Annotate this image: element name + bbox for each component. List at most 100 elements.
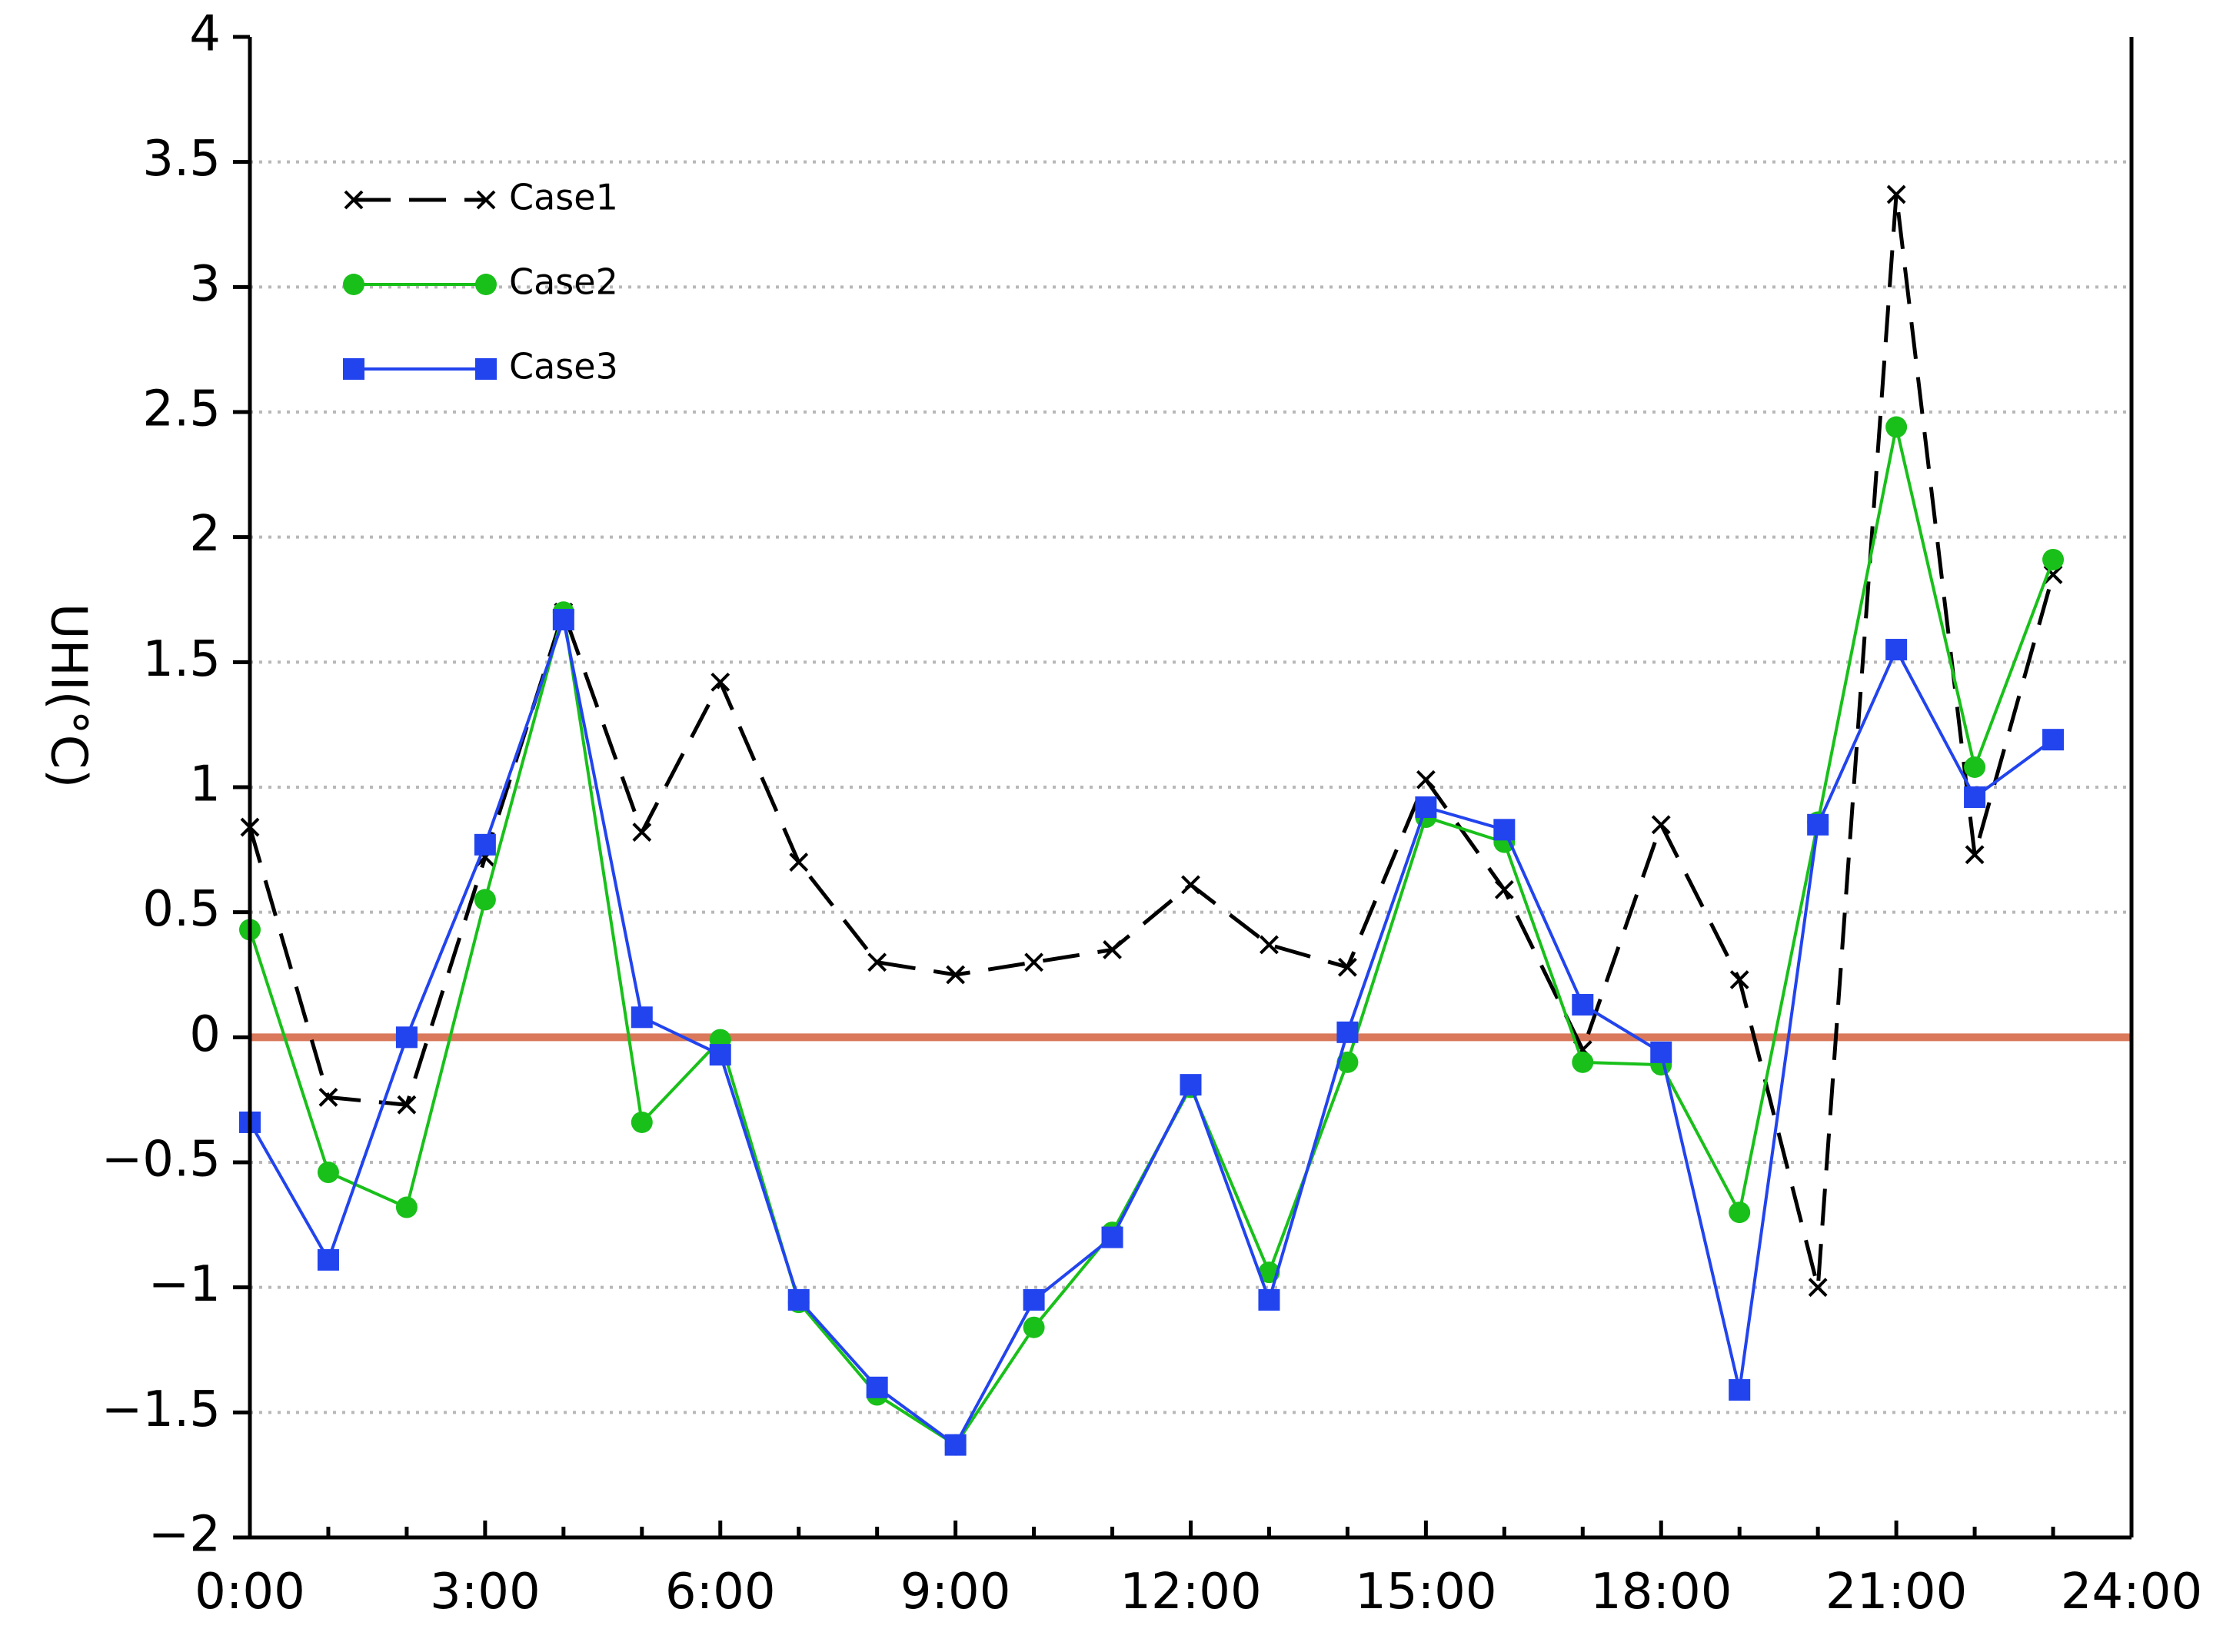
data-point	[944, 1434, 967, 1456]
x-tick-label: 15:00	[1355, 1564, 1496, 1620]
data-point	[1024, 952, 1043, 972]
y-tick-label: 2	[189, 506, 221, 563]
y-tick-label: −0.5	[101, 1132, 221, 1188]
x-tick-label: 0:00	[195, 1564, 305, 1620]
legend-marker	[476, 190, 496, 210]
y-tick-label: 1	[189, 756, 221, 813]
marker-stroke	[1181, 875, 1200, 895]
marker-stroke	[1965, 845, 1985, 865]
y-tick-label: 0.5	[142, 881, 221, 938]
data-point	[1729, 970, 1749, 989]
y-tick-label: −2	[148, 1507, 221, 1564]
data-point	[867, 952, 887, 972]
legend-marker	[344, 190, 364, 210]
data-point	[631, 1111, 653, 1133]
data-point	[789, 853, 809, 873]
y-tick-label: −1.5	[101, 1381, 221, 1438]
data-point	[474, 833, 496, 856]
x-tick-label: 21:00	[1825, 1564, 1967, 1620]
marker-stroke	[318, 1087, 338, 1107]
y-tick-label: 4	[189, 6, 221, 63]
marker-stroke	[867, 952, 887, 972]
data-point	[552, 609, 574, 631]
data-point	[2043, 565, 2063, 584]
data-point	[1336, 1021, 1359, 1043]
data-point	[1181, 875, 1200, 895]
legend-item-Case1: Case1	[344, 177, 618, 218]
marker-stroke	[1103, 940, 1122, 959]
data-point	[1416, 769, 1436, 789]
marker-stroke	[397, 1095, 417, 1115]
marker-stroke	[1808, 1278, 1828, 1298]
data-point	[1258, 1288, 1280, 1311]
data-point	[1886, 184, 1906, 204]
data-point	[1023, 1316, 1045, 1338]
y-tick-label: 1.5	[142, 631, 221, 688]
data-point	[1651, 815, 1671, 835]
legend-marker	[343, 358, 364, 380]
data-point	[866, 1376, 888, 1398]
data-point	[1338, 957, 1357, 977]
x-tick-label: 3:00	[430, 1564, 541, 1620]
data-point	[1572, 1051, 1594, 1073]
data-point	[1885, 416, 1908, 438]
series-group	[239, 184, 2065, 1456]
x-tick-label: 6:00	[665, 1564, 776, 1620]
legend-label: Case3	[509, 346, 618, 387]
series-Case3	[239, 609, 2065, 1456]
y-tick-label: 3	[189, 256, 221, 313]
marker-stroke	[946, 965, 966, 985]
legend-item-Case3: Case3	[343, 346, 618, 387]
data-point	[946, 965, 966, 985]
data-point	[317, 1248, 339, 1271]
legend: Case1 Case2 Case3	[343, 177, 618, 387]
data-point	[1729, 1379, 1751, 1401]
legend-marker	[475, 358, 497, 380]
data-point	[1572, 994, 1594, 1016]
y-axis-label: UHI(°C)	[39, 603, 96, 788]
data-point	[397, 1095, 417, 1115]
marker-stroke	[2043, 565, 2063, 584]
marker-stroke	[1338, 957, 1357, 977]
data-point	[2042, 548, 2065, 570]
data-point	[1494, 879, 1514, 899]
data-point	[1729, 1202, 1751, 1224]
data-point	[787, 1288, 810, 1311]
data-point	[1493, 819, 1516, 841]
data-point	[1964, 756, 1986, 778]
data-point	[1336, 1051, 1359, 1073]
data-point	[1180, 1074, 1202, 1096]
data-point	[1101, 1226, 1123, 1248]
data-point	[1650, 1041, 1672, 1063]
data-point	[1885, 639, 1908, 661]
data-point	[631, 1006, 653, 1029]
data-point	[1807, 813, 1829, 836]
axes: −2 −1.5 −1 −0.5 0 0.5 1 1.5 2 2.5 3 3.5 4 0:00 3:00 6:0…	[101, 6, 2203, 1620]
legend-marker	[475, 274, 497, 295]
data-point	[395, 1196, 418, 1218]
y-tick-label: 2.5	[142, 381, 221, 438]
x-tick-label: 18:00	[1590, 1564, 1732, 1620]
series-Case2	[239, 416, 2065, 1456]
x-tick-label: 24:00	[2061, 1564, 2202, 1620]
x-tick-label: 9:00	[900, 1564, 1011, 1620]
marker-stroke	[1886, 184, 1906, 204]
marker-stroke	[710, 672, 730, 692]
data-point	[710, 672, 730, 692]
data-point	[1965, 845, 1985, 865]
series-line	[248, 618, 2055, 1447]
marker-stroke	[1416, 769, 1436, 789]
x-tick-label: 12:00	[1120, 1564, 1261, 1620]
marker-stroke	[632, 823, 652, 842]
y-tick-label: −1	[148, 1256, 221, 1313]
legend-marker	[343, 274, 364, 295]
data-point	[709, 1044, 731, 1066]
marker-stroke	[1494, 879, 1514, 899]
y-tick-label: 3.5	[142, 131, 221, 188]
legend-item-Case2: Case2	[343, 261, 618, 303]
data-point	[317, 1162, 339, 1184]
data-point	[1023, 1288, 1045, 1311]
series-line	[248, 425, 2055, 1447]
